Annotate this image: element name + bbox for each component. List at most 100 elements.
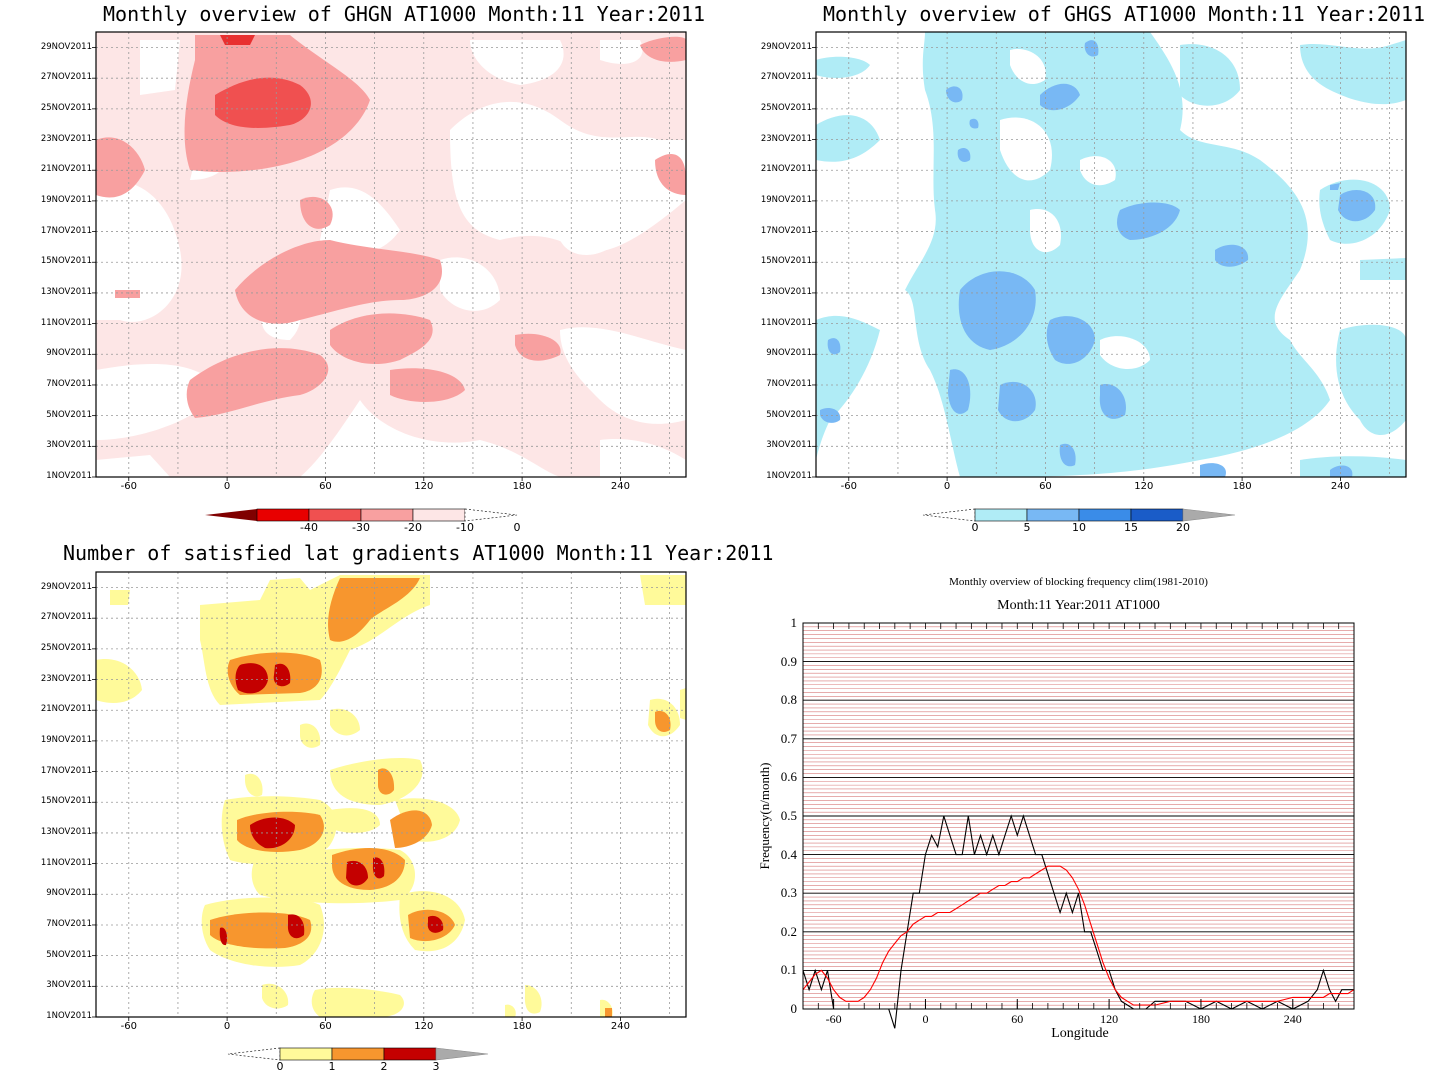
- x-tick-label: 0: [223, 1021, 231, 1032]
- x-tick-label: 0: [223, 481, 231, 492]
- blocking-y-tick-label: 0.8: [780, 692, 797, 708]
- colorbar-label: -30: [352, 521, 370, 534]
- ghgs-grid: [812, 32, 1406, 481]
- colorbar-label: 0: [971, 521, 979, 534]
- blocking-ticks: [802, 623, 1355, 1009]
- x-tick-label: -60: [840, 481, 857, 492]
- x-tick-label: -60: [120, 481, 137, 492]
- panel-ghgn: [92, 31, 687, 481]
- y-tick-label: 17NOV2011: [40, 225, 92, 236]
- x-tick-label: 240: [1330, 481, 1350, 492]
- y-tick-label: 23NOV2011: [760, 133, 812, 144]
- x-tick-label: 60: [319, 1021, 332, 1032]
- colorbar-arrow-left: [227, 1047, 281, 1061]
- blocking-y-tick-label: 0.6: [780, 769, 797, 785]
- x-tick-label: 120: [414, 1021, 434, 1032]
- x-tick-label: -60: [120, 1021, 137, 1032]
- colorbar-label: 3: [432, 1060, 440, 1073]
- y-tick-label: 13NOV2011: [760, 286, 812, 297]
- y-tick-label: 15NOV2011: [760, 256, 812, 267]
- colorbar-label: 10: [1072, 521, 1086, 534]
- colorbar-segment: [1026, 508, 1080, 522]
- y-tick-label: 17NOV2011: [40, 765, 92, 776]
- y-tick-label: 11NOV2011: [40, 317, 92, 328]
- y-tick-label: 13NOV2011: [40, 286, 92, 297]
- y-tick-label: 5NOV2011: [46, 949, 92, 960]
- colorbar-label: 20: [1176, 521, 1190, 534]
- y-tick-label: 21NOV2011: [40, 164, 92, 175]
- blocking-y-tick-label: 0.1: [780, 962, 797, 978]
- x-tick-label: 0: [943, 481, 951, 492]
- ghgn-level-20: [215, 77, 311, 128]
- colorbar-segment: [308, 508, 362, 522]
- gradients-grid: [92, 572, 686, 1021]
- y-tick-label: 11NOV2011: [760, 317, 812, 328]
- ghgn-plot-frame: [95, 31, 687, 478]
- blocking-subtitle: Month:11 Year:2011 AT1000: [997, 598, 1160, 613]
- blocking-x-tick-label: 120: [1100, 1012, 1119, 1026]
- y-tick-label: 1NOV2011: [46, 1011, 92, 1021]
- colorbar-segment: [1078, 508, 1132, 522]
- y-tick-label: 27NOV2011: [40, 72, 92, 83]
- ghgn-level-30: [220, 35, 255, 45]
- y-tick-label: 15NOV2011: [40, 796, 92, 807]
- y-tick-label: 7NOV2011: [766, 378, 812, 389]
- x-tick-label: 180: [512, 481, 532, 492]
- y-tick-label: 21NOV2011: [760, 164, 812, 175]
- x-tick-label: 240: [610, 1021, 630, 1032]
- y-tick-label: 9NOV2011: [46, 348, 92, 359]
- colorbar-segment: [412, 508, 466, 522]
- colorbar-label: 0: [276, 1060, 284, 1073]
- blocking-xlabel: Longitude: [1051, 1026, 1109, 1041]
- ghgs-plot-frame: [815, 31, 1407, 478]
- blocking-series-line: [802, 865, 1355, 1006]
- blocking-x-tick-label: 60: [1011, 1012, 1024, 1026]
- blocking-y-tick-label: 0.4: [780, 846, 797, 862]
- colorbar-arrow-left: [922, 508, 976, 522]
- y-tick-label: 9NOV2011: [766, 348, 812, 359]
- colorbar-label: -20: [404, 521, 422, 534]
- y-tick-label: 23NOV2011: [40, 673, 92, 684]
- y-tick-label: 27NOV2011: [40, 612, 92, 623]
- colorbar-label: 0: [513, 521, 521, 534]
- x-tick-label: 120: [1134, 481, 1154, 492]
- ghgn-grid: [92, 32, 686, 481]
- y-tick-label: 19NOV2011: [40, 194, 92, 205]
- y-tick-label: 11NOV2011: [40, 857, 92, 868]
- y-tick-label: 7NOV2011: [46, 918, 92, 929]
- y-tick-label: 27NOV2011: [760, 72, 812, 83]
- panel-blocking: [802, 622, 1355, 1029]
- blocking-title: Monthly overview of blocking frequency c…: [949, 576, 1208, 588]
- y-tick-label: 29NOV2011: [760, 41, 812, 52]
- y-tick-label: 29NOV2011: [40, 41, 92, 52]
- ghgs-white-holes: [1000, 49, 1150, 370]
- ghgs-level-5: [820, 40, 1376, 477]
- colorbar-label: 1: [328, 1060, 336, 1073]
- y-tick-label: 25NOV2011: [760, 102, 812, 113]
- blocking-y-tick-label: 0: [790, 1001, 798, 1016]
- y-tick-label: 17NOV2011: [760, 225, 812, 236]
- x-tick-label: 120: [414, 481, 434, 492]
- colorbar-arrow-right: [464, 508, 518, 522]
- y-tick-label: 1NOV2011: [46, 471, 92, 481]
- colorbar-label: -40: [300, 521, 318, 534]
- y-tick-label: 13NOV2011: [40, 826, 92, 837]
- y-tick-label: 3NOV2011: [46, 440, 92, 451]
- panel-gradients: [92, 571, 687, 1021]
- y-tick-label: 19NOV2011: [40, 734, 92, 745]
- y-tick-label: 5NOV2011: [766, 409, 812, 420]
- colorbar-segment: [1130, 508, 1184, 522]
- colorbar-arrow-left: [205, 509, 257, 521]
- colorbars: [205, 508, 1236, 1061]
- colorbar-segment: [279, 1047, 333, 1061]
- colorbar-arrow-right: [1182, 508, 1236, 522]
- x-tick-label: 180: [1232, 481, 1252, 492]
- x-tick-label: 240: [610, 481, 630, 492]
- blocking-y-tick-label: 0.3: [780, 885, 797, 901]
- y-tick-label: 9NOV2011: [46, 888, 92, 899]
- blocking-x-tick-label: 180: [1191, 1012, 1210, 1026]
- colorbar-label: 5: [1023, 521, 1031, 534]
- blocking-x-tick-label: -60: [825, 1012, 842, 1026]
- y-tick-label: 29NOV2011: [40, 581, 92, 592]
- x-tick-label: 60: [1039, 481, 1052, 492]
